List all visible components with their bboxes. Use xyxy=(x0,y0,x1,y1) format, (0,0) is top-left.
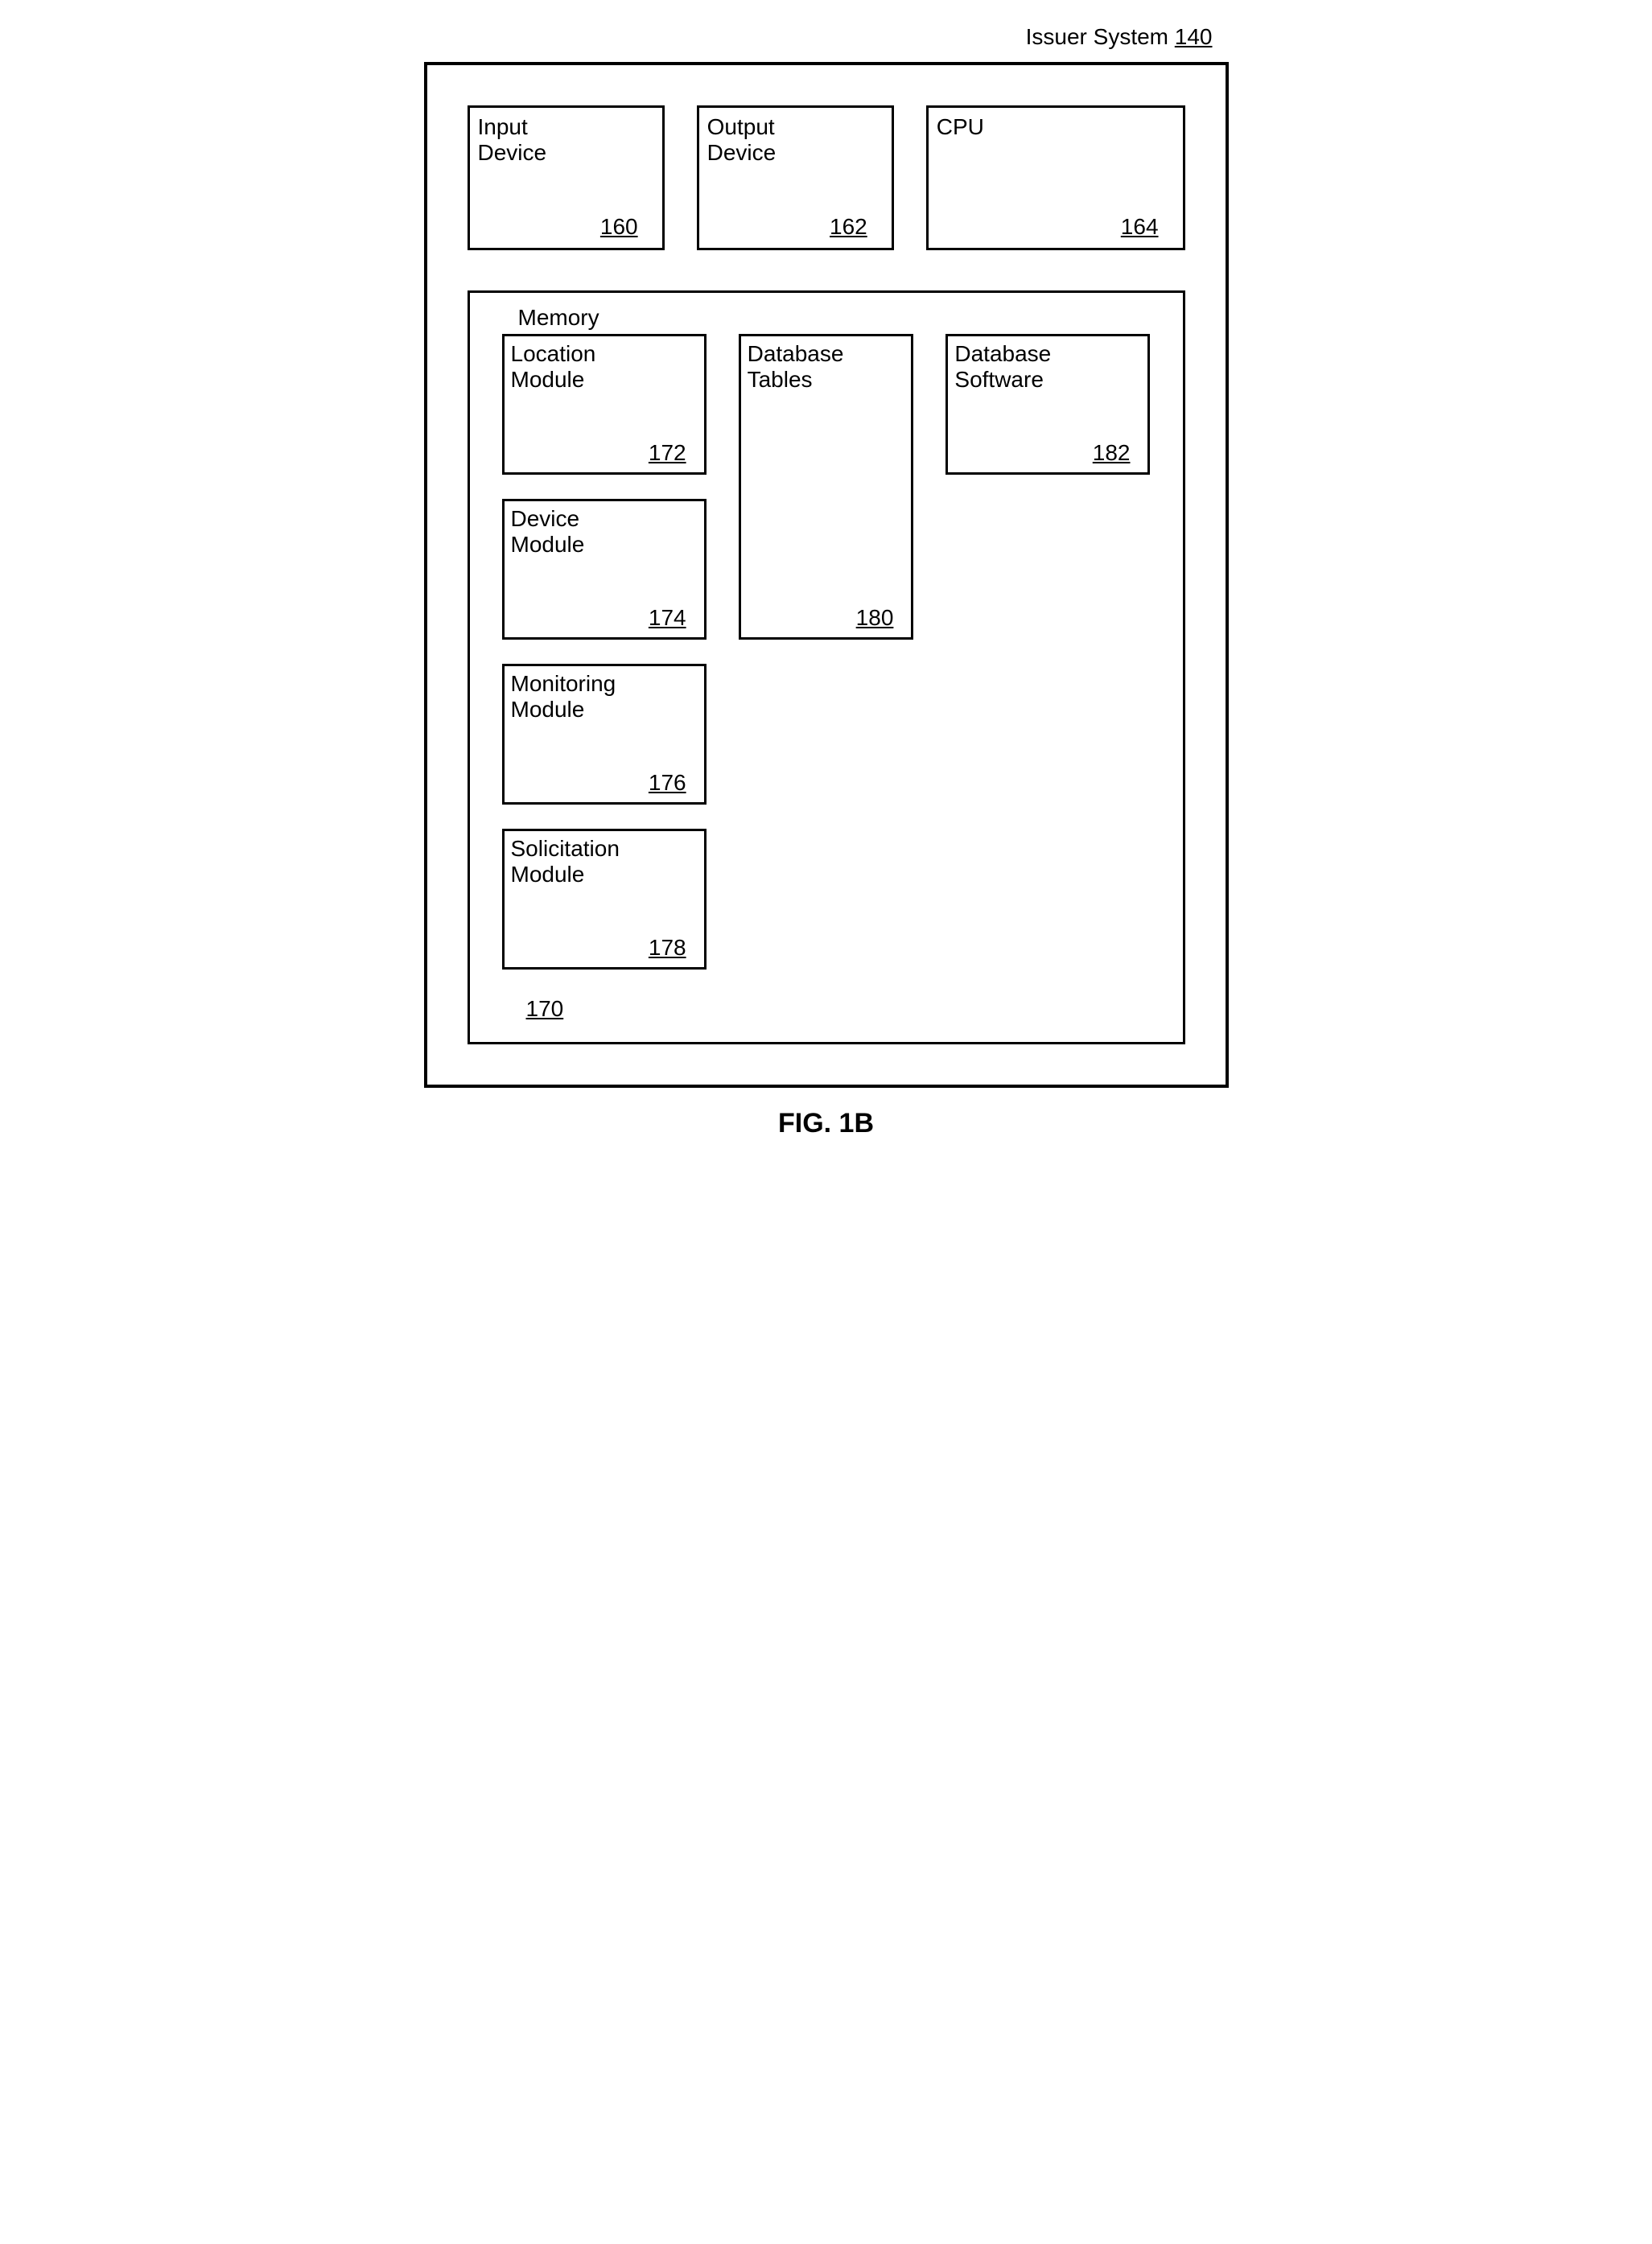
monitoring-module-ref: 176 xyxy=(649,770,686,796)
device-module-label: Device Module xyxy=(511,506,698,558)
memory-ref: 170 xyxy=(526,996,564,1022)
cpu-label: CPU xyxy=(937,114,1175,140)
location-module-label: Location Module xyxy=(511,341,698,393)
device-module-box: Device Module 174 xyxy=(502,499,707,640)
system-title-row: Issuer System 140 xyxy=(424,16,1229,62)
memory-right-column: Database Software 182 xyxy=(945,334,1150,475)
system-title-ref: 140 xyxy=(1175,24,1213,49)
solicitation-module-box: Solicitation Module 178 xyxy=(502,829,707,970)
location-module-ref: 172 xyxy=(649,440,686,466)
memory-title: Memory xyxy=(518,305,1151,331)
system-title-text: Issuer System xyxy=(1026,24,1168,49)
input-device-box: Input Device 160 xyxy=(468,105,665,250)
memory-mid-column: Database Tables 180 xyxy=(739,334,914,640)
output-device-ref: 162 xyxy=(830,214,867,240)
monitoring-module-box: Monitoring Module 176 xyxy=(502,664,707,805)
location-module-box: Location Module 172 xyxy=(502,334,707,475)
monitoring-module-label: Monitoring Module xyxy=(511,671,698,723)
diagram-page: Issuer System 140 Input Device 160 Outpu… xyxy=(424,16,1229,1139)
database-software-ref: 182 xyxy=(1093,440,1131,466)
memory-columns: Location Module 172 Device Module 174 Mo… xyxy=(502,334,1151,970)
device-module-ref: 174 xyxy=(649,605,686,631)
cpu-box: CPU 164 xyxy=(926,105,1185,250)
database-software-box: Database Software 182 xyxy=(945,334,1150,475)
outer-frame: Input Device 160 Output Device 162 CPU 1… xyxy=(424,62,1229,1088)
cpu-ref: 164 xyxy=(1121,214,1159,240)
solicitation-module-label: Solicitation Module xyxy=(511,836,698,887)
database-tables-box: Database Tables 180 xyxy=(739,334,914,640)
input-device-label: Input Device xyxy=(478,114,654,166)
output-device-box: Output Device 162 xyxy=(697,105,894,250)
input-device-ref: 160 xyxy=(600,214,638,240)
figure-caption: FIG. 1B xyxy=(424,1108,1229,1139)
top-row: Input Device 160 Output Device 162 CPU 1… xyxy=(468,105,1185,250)
output-device-label: Output Device xyxy=(707,114,884,166)
database-software-label: Database Software xyxy=(954,341,1141,393)
memory-container: Memory Location Module 172 Device Module… xyxy=(468,290,1185,1044)
solicitation-module-ref: 178 xyxy=(649,935,686,961)
database-tables-ref: 180 xyxy=(856,605,894,631)
memory-left-column: Location Module 172 Device Module 174 Mo… xyxy=(502,334,707,970)
database-tables-label: Database Tables xyxy=(748,341,905,393)
